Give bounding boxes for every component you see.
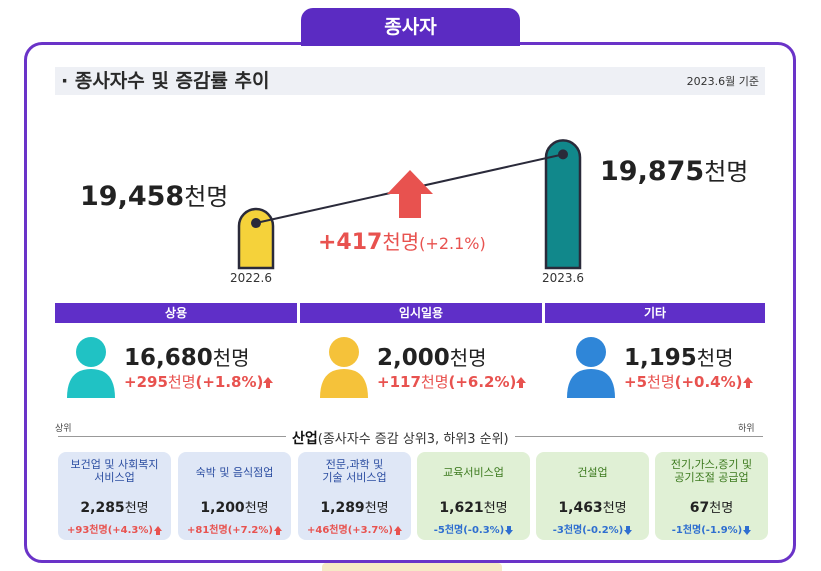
type-stat-other: 1,195천명 +5천명(+0.4%) [624, 344, 753, 392]
increase-arrow-icon [387, 170, 433, 218]
next-section-tab [322, 563, 502, 571]
type-header-temporary: 임시일용 [300, 303, 542, 323]
person-icon [320, 337, 368, 398]
up-arrow-icon [742, 376, 753, 389]
section-tab: 종사자 [301, 8, 520, 46]
industry-value: 1,463천명 [558, 500, 627, 516]
rank-bottom-label: 하위 [738, 424, 755, 434]
person-icon [567, 337, 615, 398]
industry-value: 67천명 [689, 500, 734, 516]
industry-change: +93천명(+4.3%) [58, 521, 171, 536]
industry-change: -3천명(-0.2%) [536, 521, 649, 536]
value-label-2023: 19,875천명 [600, 156, 749, 187]
section-title: · 종사자수 및 증감률 추이 [61, 70, 270, 92]
industry-name: 전문,과학 및 기술 서비스업 [322, 458, 387, 484]
industry-card: 교육서비스업 1,621천명 -5천명(-0.3%) [417, 452, 530, 540]
type-header-regular: 상용 [55, 303, 297, 323]
up-arrow-icon [153, 525, 162, 535]
industry-change: +81천명(+7.2%) [178, 521, 291, 536]
industry-card: 건설업 1,463천명 -3천명(-0.2%) [536, 452, 649, 540]
bar-2023.6 [544, 139, 582, 270]
category-label-2023: 2023.6 [542, 271, 584, 285]
value-label-2022: 19,458천명 [80, 181, 229, 212]
industry-name: 건설업 [577, 466, 608, 479]
reference-date: 2023.6월 기준 [686, 75, 759, 88]
industry-name: 전기,가스,증기 및 공기조절 공급업 [670, 458, 753, 484]
section-header: · 종사자수 및 증감률 추이 2023.6월 기준 [55, 67, 765, 95]
industry-card: 전기,가스,증기 및 공기조절 공급업 67천명 -1천명(-1.9%) [655, 452, 768, 540]
industry-card: 숙박 및 음식점업 1,200천명 +81천명(+7.2%) [178, 452, 291, 540]
type-stat-temporary: 2,000천명 +117천명(+6.2%) [377, 344, 527, 392]
industry-name: 숙박 및 음식점업 [195, 466, 274, 479]
point-2022.6 [251, 218, 261, 229]
industry-value: 1,289천명 [320, 500, 389, 516]
type-header-other: 기타 [545, 303, 765, 323]
up-arrow-icon [263, 376, 274, 389]
rank-top-label: 상위 [55, 424, 72, 434]
industry-value: 1,200천명 [200, 500, 269, 516]
industry-name: 교육서비스업 [443, 466, 504, 479]
industry-change: +46천명(+3.7%) [298, 521, 411, 536]
industry-value: 1,621천명 [439, 500, 508, 516]
category-label-2022: 2022.6 [230, 271, 272, 285]
industry-title: 산업(종사자수 증감 상위3, 하위3 순위) [286, 428, 515, 448]
up-arrow-icon [516, 376, 527, 389]
industry-value: 2,285천명 [80, 500, 149, 516]
down-arrow-icon [505, 525, 514, 535]
industry-card: 전문,과학 및 기술 서비스업 1,289천명 +46천명(+3.7%) [298, 452, 411, 540]
industry-name: 보건업 및 사회복지 서비스업 [70, 458, 159, 484]
up-arrow-icon [393, 525, 402, 535]
point-2023.6 [558, 149, 568, 160]
down-arrow-icon [624, 525, 633, 535]
type-stat-regular: 16,680천명 +295천명(+1.8%) [124, 344, 274, 392]
total-change-label: +417천명(+2.1%) [318, 230, 486, 255]
down-arrow-icon [743, 525, 752, 535]
industry-card: 보건업 및 사회복지 서비스업 2,285천명 +93천명(+4.3%) [58, 452, 171, 540]
industry-change: -1천명(-1.9%) [655, 521, 768, 536]
person-icon [67, 337, 115, 398]
industry-change: -5천명(-0.3%) [417, 521, 530, 536]
bar-2022.6 [237, 207, 275, 270]
up-arrow-icon [273, 525, 282, 535]
